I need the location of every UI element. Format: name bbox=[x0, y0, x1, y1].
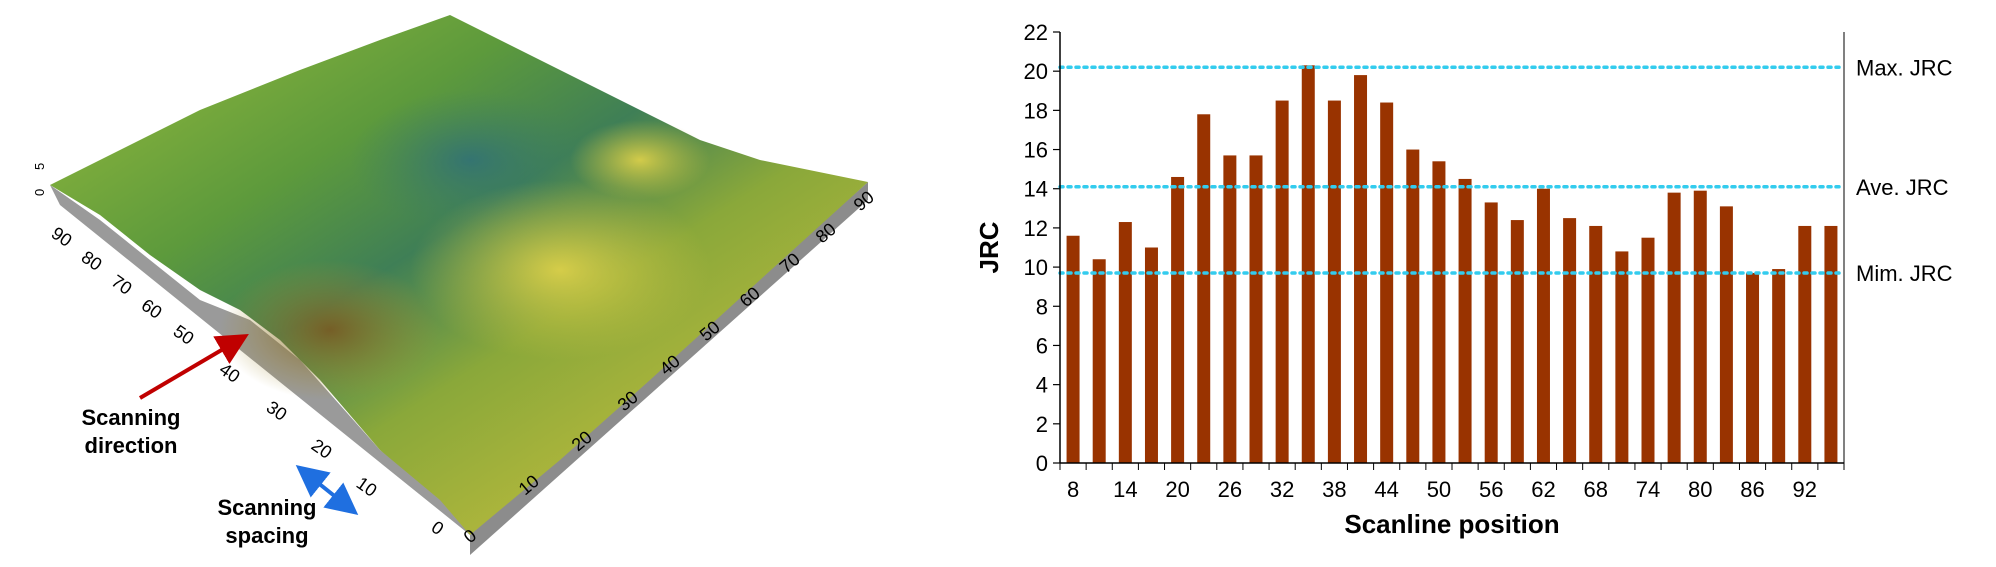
bar-41 bbox=[1354, 75, 1368, 463]
bar-35 bbox=[1301, 65, 1315, 464]
terrain-surface-figure: 90 80 70 60 50 40 30 20 10 0 0 10 20 30 … bbox=[32, 15, 878, 555]
x-tick-label: 74 bbox=[1636, 477, 1660, 502]
x-tick-label: 26 bbox=[1218, 477, 1242, 502]
x-tick-label: 32 bbox=[1270, 477, 1294, 502]
surface-yellow-area bbox=[410, 180, 710, 360]
x-axis-label: Scanline position bbox=[1344, 509, 1559, 539]
x-tick-label: 20 bbox=[1165, 477, 1189, 502]
x-axis-ticks: 8 14 20 26 32 38 44 50 56 62 68 74 80 86 92 bbox=[1059, 463, 1845, 502]
bar-95 bbox=[1824, 225, 1838, 463]
scanning-direction-line2: direction bbox=[84, 433, 178, 458]
y-tick-label: 20 bbox=[1024, 59, 1048, 84]
bar-86 bbox=[1746, 272, 1760, 463]
bar-68 bbox=[1589, 225, 1603, 463]
surface-side-right bbox=[470, 182, 868, 555]
scanning-direction-label: Scanning direction bbox=[66, 404, 196, 460]
scanning-direction-arrow bbox=[138, 333, 249, 400]
x-tick-label: 8 bbox=[1067, 477, 1079, 502]
z-tick-0: 0 bbox=[32, 189, 47, 196]
surface-brown-ridge bbox=[220, 260, 440, 400]
left-tick-50: 50 bbox=[170, 321, 198, 349]
left-tick-20: 20 bbox=[308, 435, 336, 463]
y-tick-label: 12 bbox=[1024, 216, 1048, 241]
y-axis-label: JRC bbox=[974, 221, 1004, 273]
bar-56 bbox=[1484, 202, 1498, 463]
bar-80 bbox=[1693, 190, 1707, 463]
bar-77 bbox=[1667, 192, 1681, 464]
bar-14 bbox=[1118, 222, 1132, 463]
z-tick-5: 5 bbox=[32, 163, 47, 170]
left-tick-30: 30 bbox=[263, 397, 291, 425]
bar-38 bbox=[1327, 100, 1341, 464]
x-tick-label: 50 bbox=[1427, 477, 1451, 502]
y-axis-ticks: 0 2 4 6 8 10 12 14 16 18 20 22 bbox=[1024, 20, 1060, 476]
y-tick-label: 18 bbox=[1024, 98, 1048, 123]
reference-lines: Max. JRC Ave. JRC Mim. JRC bbox=[1058, 55, 1953, 286]
x-tick-label: 68 bbox=[1583, 477, 1607, 502]
x-tick-label: 14 bbox=[1113, 477, 1137, 502]
y-tick-label: 22 bbox=[1024, 20, 1048, 45]
bar-32 bbox=[1275, 100, 1289, 464]
bar-47 bbox=[1406, 149, 1420, 463]
y-tick-label: 14 bbox=[1024, 177, 1048, 202]
y-tick-label: 10 bbox=[1024, 255, 1048, 280]
y-tick-label: 6 bbox=[1036, 333, 1048, 358]
bar-20 bbox=[1171, 176, 1185, 464]
x-tick-label: 38 bbox=[1322, 477, 1346, 502]
scanning-spacing-line2: spacing bbox=[225, 523, 309, 548]
y-tick-label: 8 bbox=[1036, 294, 1048, 319]
reference-line-label: Mim. JRC bbox=[1856, 261, 1953, 286]
x-tick-label: 86 bbox=[1740, 477, 1764, 502]
bars-group bbox=[1066, 65, 1838, 464]
scanning-spacing-arrow bbox=[295, 465, 359, 515]
bar-89 bbox=[1772, 269, 1786, 463]
bar-23 bbox=[1197, 114, 1211, 464]
surface-yellow-ridge bbox=[570, 120, 710, 200]
bar-83 bbox=[1719, 206, 1733, 464]
x-tick-label: 56 bbox=[1479, 477, 1503, 502]
left-tick-80: 80 bbox=[78, 247, 106, 275]
y-tick-label: 4 bbox=[1036, 373, 1048, 398]
left-tick-90: 90 bbox=[48, 223, 76, 251]
bar-62 bbox=[1536, 188, 1550, 463]
y-tick-label: 16 bbox=[1024, 138, 1048, 163]
bar-59 bbox=[1510, 220, 1524, 463]
bar-65 bbox=[1563, 218, 1577, 463]
bar-17 bbox=[1144, 247, 1158, 463]
x-tick-label: 80 bbox=[1688, 477, 1712, 502]
bar-11 bbox=[1092, 259, 1106, 463]
scanning-spacing-line1: Scanning bbox=[217, 495, 317, 520]
scanning-direction-line1: Scanning bbox=[81, 405, 181, 430]
left-tick-70: 70 bbox=[108, 271, 136, 299]
y-tick-label: 0 bbox=[1036, 451, 1048, 476]
bar-29 bbox=[1249, 155, 1263, 463]
bar-8 bbox=[1066, 235, 1080, 463]
x-tick-label: 92 bbox=[1793, 477, 1817, 502]
bar-44 bbox=[1380, 102, 1394, 463]
y-tick-label: 2 bbox=[1036, 412, 1048, 437]
x-tick-label: 44 bbox=[1374, 477, 1398, 502]
left-tick-0: 0 bbox=[428, 517, 448, 539]
bar-50 bbox=[1432, 161, 1446, 464]
bar-92 bbox=[1798, 225, 1812, 463]
bar-71 bbox=[1615, 251, 1629, 463]
bar-74 bbox=[1641, 237, 1655, 463]
bar-53 bbox=[1458, 178, 1472, 463]
left-tick-10: 10 bbox=[353, 473, 381, 501]
x-tick-label: 62 bbox=[1531, 477, 1555, 502]
bar-26 bbox=[1223, 155, 1237, 463]
left-tick-60: 60 bbox=[138, 295, 166, 323]
scanning-spacing-label: Scanning spacing bbox=[202, 494, 332, 550]
reference-line-label: Ave. JRC bbox=[1856, 175, 1949, 200]
reference-line-label: Max. JRC bbox=[1856, 55, 1953, 80]
